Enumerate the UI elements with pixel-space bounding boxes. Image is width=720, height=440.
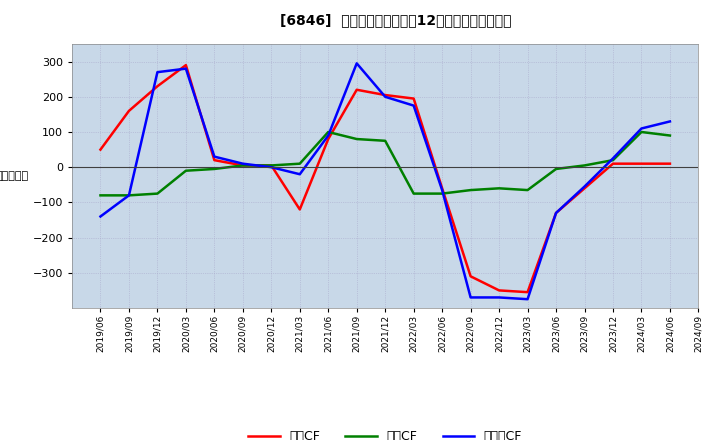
- フリーCF: [295, 172, 304, 177]
- 営業CF: [125, 108, 133, 114]
- 営業CF: [552, 210, 560, 216]
- Line: 投資CF: 投資CF: [101, 132, 670, 195]
- フリーCF: [210, 154, 219, 159]
- Line: 営業CF: 営業CF: [101, 65, 670, 292]
- 投資CF: [125, 193, 133, 198]
- 営業CF: [238, 163, 247, 168]
- 投資CF: [495, 186, 503, 191]
- 投資CF: [238, 163, 247, 168]
- フリーCF: [96, 214, 105, 219]
- 営業CF: [153, 84, 162, 89]
- Text: [6846]  キャッシュフローの12か月移動合計の推移: [6846] キャッシュフローの12か月移動合計の推移: [280, 13, 512, 27]
- フリーCF: [580, 184, 589, 189]
- フリーCF: [352, 61, 361, 66]
- 営業CF: [267, 163, 276, 168]
- 営業CF: [295, 207, 304, 212]
- フリーCF: [608, 156, 617, 161]
- 投資CF: [410, 191, 418, 196]
- 営業CF: [352, 87, 361, 92]
- フリーCF: [381, 94, 390, 99]
- フリーCF: [438, 187, 446, 193]
- 営業CF: [324, 136, 333, 142]
- フリーCF: [552, 210, 560, 216]
- Legend: 営業CF, 投資CF, フリーCF: 営業CF, 投資CF, フリーCF: [243, 425, 527, 440]
- Line: フリーCF: フリーCF: [101, 63, 670, 299]
- 投資CF: [96, 193, 105, 198]
- フリーCF: [523, 297, 532, 302]
- 営業CF: [665, 161, 674, 166]
- 投資CF: [210, 166, 219, 172]
- 投資CF: [438, 191, 446, 196]
- 営業CF: [438, 186, 446, 191]
- 投資CF: [295, 161, 304, 166]
- 投資CF: [552, 166, 560, 172]
- 投資CF: [637, 129, 646, 135]
- 投資CF: [324, 129, 333, 135]
- フリーCF: [467, 295, 475, 300]
- 投資CF: [608, 158, 617, 163]
- フリーCF: [637, 126, 646, 131]
- Y-axis label: （百万円）: （百万円）: [0, 171, 28, 181]
- 営業CF: [410, 96, 418, 101]
- フリーCF: [153, 70, 162, 75]
- 営業CF: [495, 288, 503, 293]
- 営業CF: [580, 186, 589, 191]
- 営業CF: [523, 290, 532, 295]
- 営業CF: [608, 161, 617, 166]
- フリーCF: [495, 295, 503, 300]
- フリーCF: [181, 66, 190, 71]
- フリーCF: [238, 161, 247, 166]
- 営業CF: [210, 158, 219, 163]
- 投資CF: [580, 163, 589, 168]
- 投資CF: [665, 133, 674, 138]
- フリーCF: [324, 133, 333, 138]
- 投資CF: [467, 187, 475, 193]
- フリーCF: [410, 103, 418, 108]
- 営業CF: [381, 92, 390, 98]
- 投資CF: [153, 191, 162, 196]
- 投資CF: [181, 168, 190, 173]
- 投資CF: [267, 163, 276, 168]
- フリーCF: [125, 193, 133, 198]
- 投資CF: [352, 136, 361, 142]
- 営業CF: [181, 62, 190, 68]
- 投資CF: [523, 187, 532, 193]
- 投資CF: [381, 138, 390, 143]
- 営業CF: [467, 274, 475, 279]
- フリーCF: [665, 119, 674, 124]
- 営業CF: [96, 147, 105, 152]
- 営業CF: [637, 161, 646, 166]
- フリーCF: [267, 165, 276, 170]
